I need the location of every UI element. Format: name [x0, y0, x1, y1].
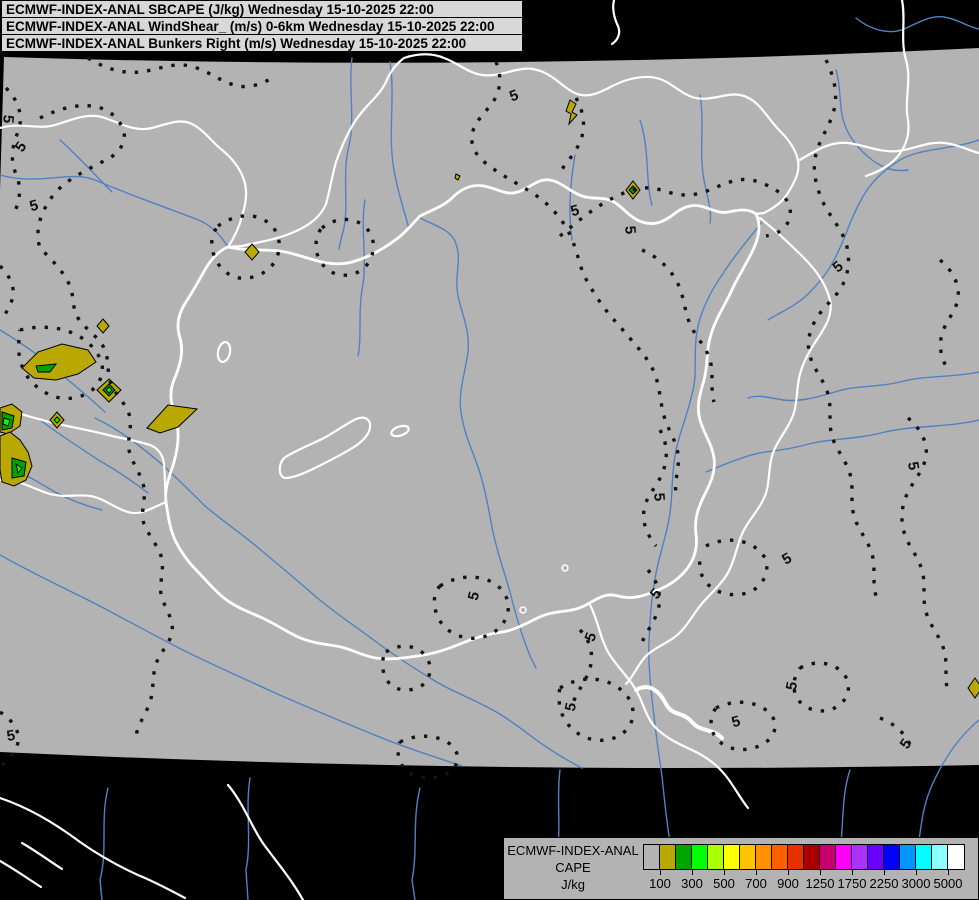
- lake-neusiedl: [216, 341, 232, 363]
- legend-color-cell: [820, 845, 836, 869]
- legend-color-cell: [644, 845, 660, 869]
- legend-tick-label: 300: [681, 876, 703, 891]
- map-domain: [0, 48, 979, 769]
- legend-color-cell: [836, 845, 852, 869]
- title-bar-windshear: ECMWF-INDEX-ANAL WindShear_ (m/s) 0-6km …: [1, 17, 523, 35]
- legend-tick: [852, 869, 853, 875]
- legend-color-cell: [708, 845, 724, 869]
- contour-value-label: 5: [621, 225, 639, 235]
- legend-tick-label: 900: [777, 876, 799, 891]
- legend-color-cell: [724, 845, 740, 869]
- legend-color-cell: [756, 845, 772, 869]
- legend-tick: [884, 869, 885, 875]
- contour-value-label: 5: [650, 492, 668, 502]
- legend-title-block: ECMWF-INDEX-ANAL CAPE J/kg: [504, 842, 642, 893]
- legend-color-cell: [772, 845, 788, 869]
- legend-tick: [948, 869, 949, 875]
- legend-title-unit: J/kg: [561, 877, 585, 892]
- legend-color-cell: [900, 845, 916, 869]
- legend-tick: [724, 869, 725, 875]
- contour-value-label: 5: [0, 114, 17, 124]
- legend-colorbar: [643, 844, 965, 870]
- legend-tick: [820, 869, 821, 875]
- legend-tick: [788, 869, 789, 875]
- legend-color-cell: [660, 845, 676, 869]
- legend-tick-label: 5000: [933, 876, 963, 891]
- legend-color-cell: [932, 845, 948, 869]
- legend-title-parameter: CAPE: [555, 860, 591, 875]
- title-bar-bunkers-right: ECMWF-INDEX-ANAL Bunkers Right (m/s) Wed…: [1, 34, 523, 52]
- cape-legend: ECMWF-INDEX-ANAL CAPE J/kg 100 300 500 700 9…: [503, 837, 979, 900]
- lake-velence: [390, 424, 410, 438]
- legend-tick: [660, 869, 661, 875]
- legend-tick-label: 3000: [901, 876, 931, 891]
- title-bar-sbcape: ECMWF-INDEX-ANAL SBCAPE (J/kg) Wednesday…: [1, 0, 523, 18]
- legend-color-cell: [868, 845, 884, 869]
- legend-tick-label: 500: [713, 876, 735, 891]
- lake-balaton: [278, 416, 372, 480]
- legend-tick: [692, 869, 693, 875]
- legend-color-cell: [676, 845, 692, 869]
- legend-tick: [916, 869, 917, 875]
- legend-color-cell: [740, 845, 756, 869]
- legend-tick-label: 700: [745, 876, 767, 891]
- legend-color-cell: [948, 845, 964, 869]
- legend-title-model: ECMWF-INDEX-ANAL: [507, 843, 639, 858]
- shear-contours: [0, 56, 960, 780]
- legend-color-cell: [692, 845, 708, 869]
- border-hungary: [164, 178, 761, 661]
- legend-tick: [756, 869, 757, 875]
- legend-tick-label: 2250: [869, 876, 899, 891]
- legend-tick-label: 1750: [837, 876, 867, 891]
- legend-color-cell: [916, 845, 932, 869]
- cape-patches: [0, 99, 979, 699]
- legend-tick-label: 1250: [805, 876, 835, 891]
- title-bars: ECMWF-INDEX-ANAL SBCAPE (J/kg) Wednesday…: [1, 0, 523, 52]
- legend-color-cell: [804, 845, 820, 869]
- legend-tick-label: 100: [649, 876, 671, 891]
- legend-color-cell: [788, 845, 804, 869]
- legend-color-cell: [884, 845, 900, 869]
- legend-color-cell: [852, 845, 868, 869]
